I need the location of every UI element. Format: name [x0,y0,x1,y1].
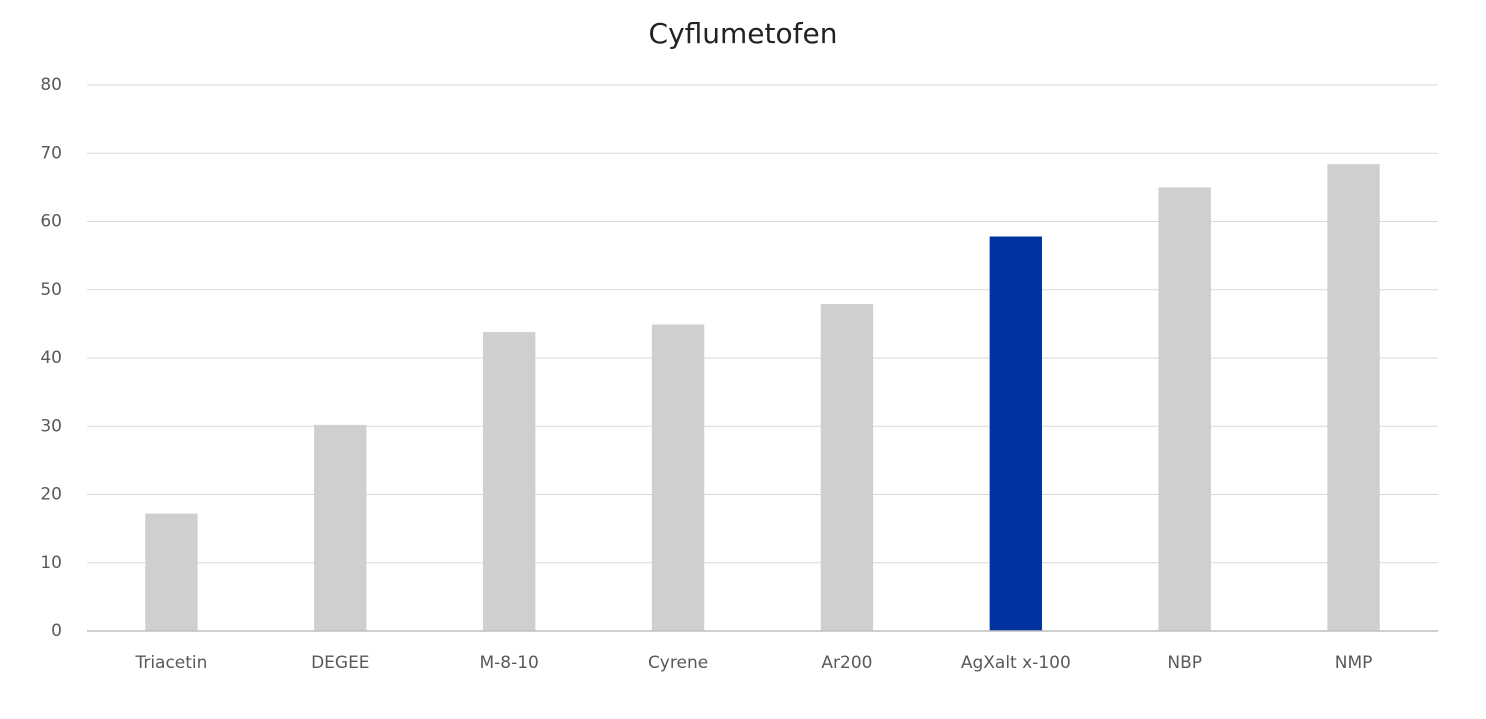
bar [483,332,536,631]
chart-title: Cyflumetofen [649,17,838,50]
bar [314,424,367,631]
x-tick-label: Cyrene [648,653,708,673]
bar [989,236,1042,631]
x-tick-label: AgXalt x-100 [961,653,1071,673]
y-tick-label: 80 [40,75,62,95]
y-tick-label: 30 [40,416,62,436]
bar [145,513,198,631]
x-tick-label: Triacetin [134,653,207,673]
bar [820,304,874,631]
y-tick-label: 10 [40,553,62,573]
y-tick-label: 50 [40,280,62,300]
bar [1327,164,1380,632]
y-tick-label: 60 [40,212,62,232]
x-tick-label: NMP [1335,653,1373,673]
bar [651,324,705,631]
x-tick-label: DEGEE [311,653,370,673]
x-tick-label: M-8-10 [479,653,538,673]
y-tick-label: 20 [40,485,62,505]
y-tick-label: 70 [40,143,62,163]
y-tick-label: 0 [51,621,62,641]
bar [1158,187,1211,631]
x-tick-label: Ar200 [821,653,872,673]
y-tick-label: 40 [40,348,62,368]
x-tick-label: NBP [1167,653,1202,673]
